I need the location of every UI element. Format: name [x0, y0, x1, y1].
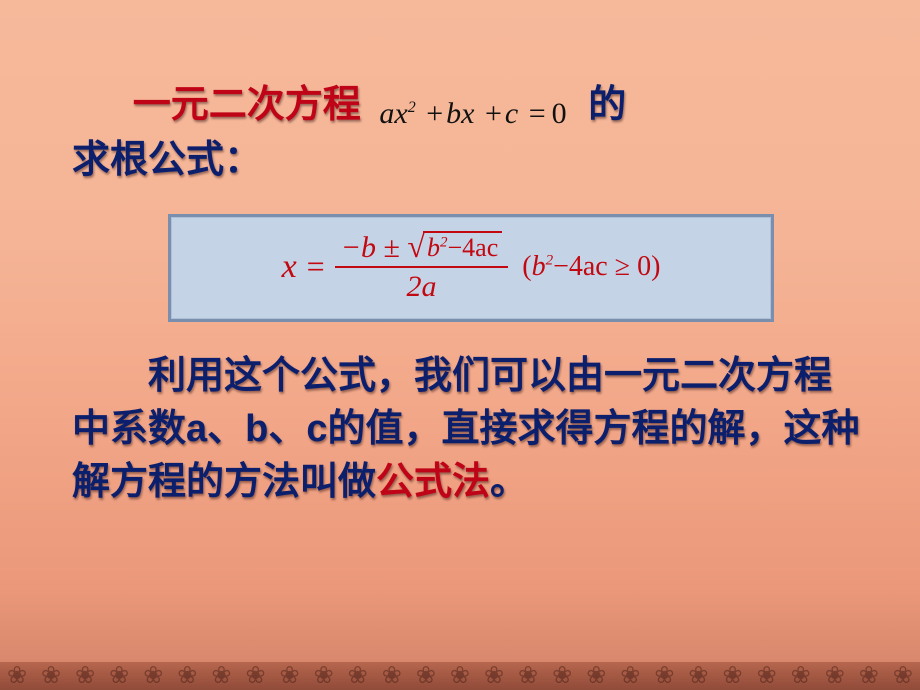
decorative-motif: ❀: [886, 662, 920, 690]
inline-equation: ax2 +bx +c =0: [379, 94, 569, 135]
explanation-paragraph: 利用这个公式，我们可以由一元二次方程中系数a、b、c的值，直接求得方程的解，这种…: [72, 350, 860, 510]
slide-content: 一元二次方程 ax2 +bx +c =0 的 求根公式： x = −b ± √ …: [72, 80, 860, 509]
decorative-motif: ❀: [681, 662, 715, 690]
intro-line-1: 一元二次方程 ax2 +bx +c =0 的: [72, 80, 860, 135]
formula-denominator: 2a: [400, 270, 442, 303]
quadratic-formula: x = −b ± √ b2−4ac 2a (b2−4ac: [191, 231, 751, 303]
decorative-motif: ❀: [750, 662, 784, 690]
decorative-motif: ❀: [273, 662, 307, 690]
decorative-motif: ❀: [375, 662, 409, 690]
formula-box: x = −b ± √ b2−4ac 2a (b2−4ac: [168, 214, 774, 322]
decorative-motif: ❀: [239, 662, 273, 690]
decorative-motif: ❀: [102, 662, 136, 690]
decorative-motif: ❀: [647, 662, 681, 690]
decorative-motif: ❀: [68, 662, 102, 690]
decorative-motif: ❀: [136, 662, 170, 690]
formula-eq: =: [307, 248, 325, 285]
formula-x: x: [282, 248, 297, 286]
formula-numerator: −b ± √ b2−4ac: [335, 231, 509, 264]
decorative-motif: ❀: [613, 662, 647, 690]
decorative-motif: ❀: [170, 662, 204, 690]
decorative-motif: ❀: [0, 662, 34, 690]
formula-fraction: −b ± √ b2−4ac 2a: [335, 231, 509, 303]
decorative-motif: ❀: [716, 662, 750, 690]
decorative-motif: ❀: [307, 662, 341, 690]
decorative-motif: ❀: [34, 662, 68, 690]
decorative-motif: ❀: [511, 662, 545, 690]
decorative-motif: ❀: [818, 662, 852, 690]
intro-title: 一元二次方程: [133, 84, 361, 126]
decorative-motif: ❀: [409, 662, 443, 690]
bottom-decorative-band: ❀❀❀❀❀❀❀❀❀❀❀❀❀❀❀❀❀❀❀❀❀❀❀❀❀❀❀: [0, 662, 920, 690]
intro-suffix: 的: [588, 84, 626, 126]
explanation-period: 。: [490, 461, 528, 503]
decorative-motif: ❀: [477, 662, 511, 690]
decorative-motif: ❀: [443, 662, 477, 690]
decorative-motif: ❀: [784, 662, 818, 690]
intro-line-2: 求根公式：: [72, 135, 860, 186]
decorative-motif: ❀: [545, 662, 579, 690]
formula-condition: (b2−4ac ≥ 0): [522, 251, 660, 283]
decorative-motif: ❀: [204, 662, 238, 690]
decorative-motif: ❀: [341, 662, 375, 690]
decorative-motif: ❀: [852, 662, 886, 690]
decorative-motif: ❀: [579, 662, 613, 690]
formula-sqrt: √ b2−4ac: [407, 231, 502, 263]
explanation-highlight: 公式法: [376, 461, 490, 503]
